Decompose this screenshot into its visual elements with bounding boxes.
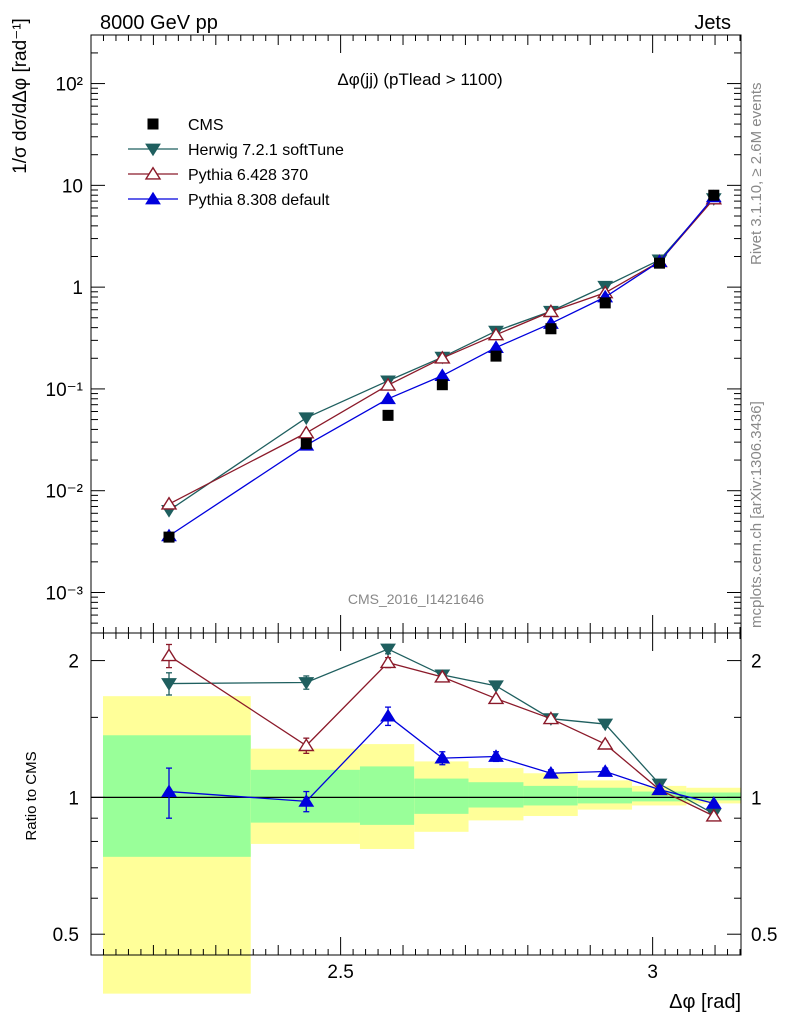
ratio-point [434, 669, 451, 683]
legend-entry: CMS [147, 117, 224, 134]
cms-point [545, 323, 557, 335]
y-tick-label: 10⁻² [46, 482, 84, 503]
legend-marker [144, 166, 162, 180]
y-tick-label: 1 [72, 278, 83, 299]
ratio-point [597, 764, 614, 777]
ratio-tick-label: 0.5 [53, 925, 79, 946]
cms-point [490, 350, 502, 362]
legend-marker [145, 191, 161, 205]
y-tick-label: 10² [56, 75, 83, 96]
legend-label: Pythia 6.428 370 [188, 167, 308, 184]
series-point [298, 425, 315, 439]
ratio-point [487, 690, 505, 705]
series-point [380, 391, 396, 405]
legend-entry: Pythia 8.308 default [128, 191, 330, 209]
ratio-point [434, 750, 451, 764]
legend-marker [147, 118, 159, 130]
watermark: CMS_2016_I1421646 [348, 591, 484, 607]
y-tick-label: 10⁻³ [46, 583, 84, 604]
band-green-bin [523, 785, 578, 806]
header-left: 8000 GeV pp [100, 12, 218, 34]
ratio-point [597, 718, 614, 732]
legend-label: CMS [188, 117, 224, 134]
ratio-point [380, 643, 396, 657]
series-line [168, 198, 715, 505]
cms-point [708, 189, 720, 201]
x-tick-label: 3 [647, 962, 658, 983]
ratio-axis-label: Ratio to CMS [23, 751, 40, 840]
legend-label: Pythia 8.308 default [188, 192, 330, 209]
cms-point [654, 257, 666, 269]
series-point [434, 368, 451, 382]
ratio-point [380, 708, 396, 722]
legend: CMS Herwig 7.2.1 softTune Pythia 6.428 370… [128, 117, 344, 209]
rivet-label: Rivet 3.1.10, ≥ 2.6M events [748, 83, 765, 266]
ratio-point [543, 766, 559, 779]
band-green-bin [632, 791, 687, 802]
band-green-bin [414, 778, 469, 814]
band-green-bin [577, 787, 633, 804]
ratio-point [160, 648, 178, 662]
ratio-point [705, 808, 723, 822]
ratio-point [651, 782, 668, 796]
ratio-tick-label-right: 2 [751, 652, 762, 673]
series-point [487, 327, 505, 341]
ratio-tick-label: 1 [68, 788, 79, 809]
axes: 10⁻³ 10⁻² 10⁻¹ 1 10 10² 0.5 0.5 1 1 2 2 2.5 3 [46, 34, 777, 983]
cms-point [300, 438, 312, 450]
legend-entry: Pythia 6.428 370 [128, 166, 308, 184]
band-green-bin [359, 766, 415, 825]
ratio-point [161, 784, 177, 797]
ratio-point [596, 736, 614, 750]
ratio-point [298, 794, 315, 807]
y-tick-label: 10 [62, 176, 83, 197]
legend-entry: Herwig 7.2.1 softTune [128, 142, 344, 159]
ratio-point [488, 680, 504, 694]
ratio-uncertainty-bands [103, 696, 741, 994]
ratio-point [298, 737, 315, 752]
series-point [298, 412, 315, 426]
series-line [168, 196, 715, 537]
series-point [160, 496, 178, 510]
cms-point [436, 379, 448, 391]
ratio-point [161, 678, 177, 691]
header-right: Jets [694, 12, 731, 34]
cms-point [599, 297, 611, 309]
data-series [160, 189, 723, 822]
x-axis-label: Δφ [rad] [669, 991, 741, 1013]
ratio-point [488, 749, 504, 762]
legend-label: Herwig 7.2.1 softTune [188, 142, 344, 159]
ratio-point [379, 654, 397, 669]
band-green-bin [468, 782, 524, 808]
ratio-point [298, 677, 315, 690]
ratio-tick-label-right: 1 [751, 788, 762, 809]
ratio-tick-label: 2 [68, 652, 79, 673]
y-tick-label: 10⁻¹ [46, 380, 84, 401]
ratio-point [542, 711, 560, 725]
y-axis-label: 1/σ dσ/dΔφ [rad⁻¹] [10, 18, 31, 174]
legend-marker [145, 143, 161, 157]
series-point [379, 377, 397, 391]
series-cms [163, 189, 720, 543]
ratio-point [705, 796, 722, 809]
mcplots-label: mcplots.cern.ch [arXiv:1306.3436] [748, 401, 765, 628]
x-tick-label: 2.5 [327, 962, 353, 983]
chart-title: Δφ(jj) (pTlead > 1100) [337, 70, 502, 89]
ratio-tick-label-right: 0.5 [751, 925, 777, 946]
cms-point [163, 531, 175, 543]
cms-point [382, 409, 394, 421]
series-point [434, 350, 451, 364]
